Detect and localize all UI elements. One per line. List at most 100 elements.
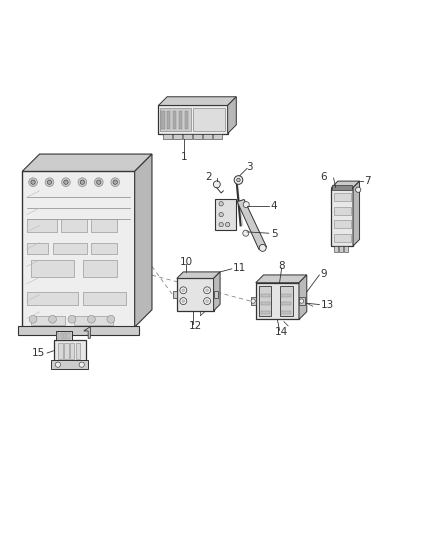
Bar (281, 302, 291, 305)
Circle shape (251, 299, 255, 303)
Bar (332, 184, 352, 190)
Bar (70, 343, 74, 359)
Bar (183, 134, 192, 139)
Bar (167, 111, 170, 129)
Bar (213, 134, 222, 139)
Polygon shape (228, 97, 236, 134)
Bar (31, 260, 74, 277)
Circle shape (234, 176, 243, 184)
Polygon shape (237, 199, 267, 249)
Circle shape (300, 299, 304, 303)
Text: 8: 8 (279, 261, 285, 271)
Bar (173, 111, 176, 129)
Bar (76, 343, 81, 359)
Bar (334, 246, 338, 252)
Polygon shape (332, 181, 360, 188)
Bar (22, 172, 134, 327)
Bar (18, 326, 139, 335)
Circle shape (182, 300, 185, 302)
Bar (64, 343, 68, 359)
Bar (53, 341, 86, 361)
Text: 2: 2 (205, 172, 212, 182)
Bar (173, 291, 177, 298)
Circle shape (204, 287, 211, 294)
Bar (339, 246, 343, 252)
Bar (179, 111, 182, 129)
Bar (53, 243, 87, 254)
Bar (203, 134, 212, 139)
Bar (281, 311, 291, 314)
Circle shape (88, 316, 95, 323)
Bar (214, 291, 219, 298)
Circle shape (55, 362, 60, 367)
Bar (67, 333, 70, 338)
Bar (92, 243, 117, 254)
Circle shape (206, 300, 208, 302)
Circle shape (64, 180, 68, 184)
Text: 9: 9 (321, 269, 327, 279)
Polygon shape (159, 97, 236, 106)
Circle shape (180, 287, 187, 294)
Circle shape (219, 201, 223, 206)
Circle shape (206, 289, 208, 292)
Circle shape (80, 180, 85, 184)
Bar (344, 246, 348, 252)
Circle shape (237, 178, 240, 182)
Bar (27, 293, 78, 305)
Circle shape (78, 178, 87, 187)
Text: 13: 13 (321, 301, 334, 310)
Polygon shape (134, 154, 152, 327)
Bar (261, 294, 270, 296)
Bar (261, 311, 270, 314)
Circle shape (45, 178, 54, 187)
Bar (334, 193, 351, 201)
Bar (177, 278, 214, 311)
Circle shape (68, 316, 76, 323)
Circle shape (79, 362, 84, 367)
Bar (83, 293, 126, 305)
Polygon shape (214, 272, 220, 311)
Text: 1: 1 (181, 152, 188, 163)
Circle shape (180, 297, 187, 304)
Bar (251, 297, 256, 305)
Bar (58, 343, 63, 359)
Bar (256, 282, 299, 319)
Circle shape (259, 245, 266, 252)
Bar (31, 316, 66, 325)
Bar (74, 316, 113, 325)
Text: 11: 11 (233, 263, 246, 272)
Bar (163, 134, 172, 139)
Text: 3: 3 (246, 162, 253, 172)
Bar (281, 294, 291, 296)
Circle shape (95, 178, 103, 187)
Circle shape (243, 201, 249, 208)
Text: 12: 12 (189, 321, 202, 331)
Circle shape (219, 222, 223, 227)
Circle shape (29, 178, 37, 187)
Bar (64, 333, 66, 338)
Circle shape (243, 230, 249, 236)
Bar (193, 108, 225, 131)
Bar (334, 234, 351, 241)
Text: 4: 4 (271, 201, 278, 211)
Bar (60, 333, 63, 338)
Circle shape (29, 316, 37, 323)
Bar (92, 219, 117, 232)
Bar (159, 106, 228, 134)
Circle shape (107, 316, 115, 323)
Polygon shape (84, 327, 90, 338)
Text: 5: 5 (271, 229, 278, 239)
Bar (83, 260, 117, 277)
Polygon shape (256, 275, 307, 282)
Circle shape (219, 213, 223, 217)
Text: 14: 14 (275, 327, 288, 337)
Circle shape (204, 297, 211, 304)
Circle shape (31, 180, 35, 184)
Bar (61, 219, 87, 232)
Circle shape (113, 180, 117, 184)
Bar (27, 243, 48, 254)
Circle shape (62, 178, 70, 187)
Bar (184, 111, 188, 129)
Bar (173, 134, 182, 139)
Bar (332, 188, 353, 246)
